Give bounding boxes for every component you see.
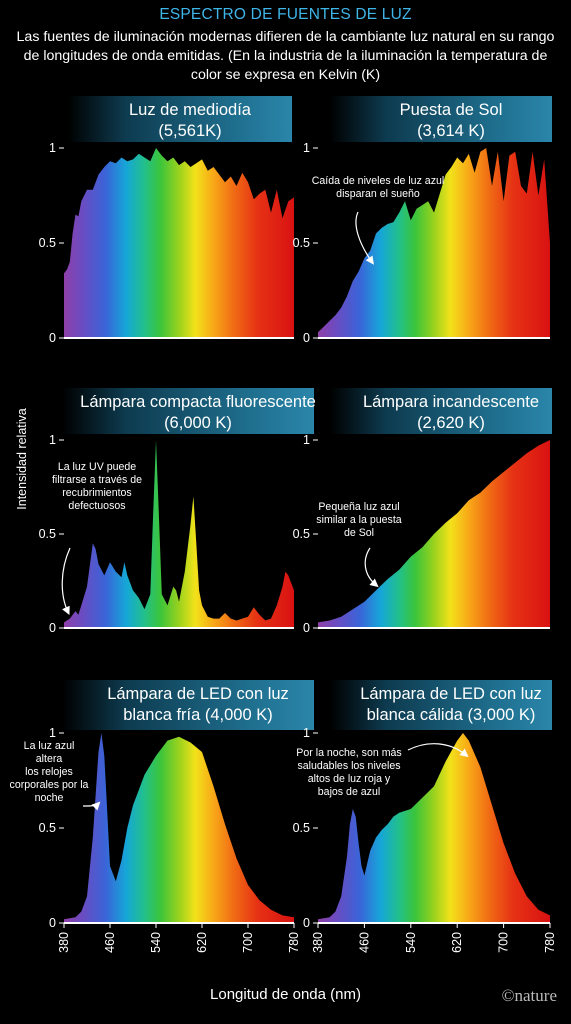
panel-title: Luz de mediodía — [129, 101, 252, 119]
y-tick-label: 0.5 — [39, 236, 56, 250]
x-tick-label: 380 — [57, 932, 71, 953]
y-tick-label: 0.5 — [293, 236, 310, 250]
panel-subtitle: blanca fría (4,000 K) — [123, 706, 273, 724]
y-tick-label: 1 — [49, 726, 56, 740]
y-tick-label: 1 — [49, 141, 56, 155]
panel-1: 0 0.5 1 Luz de mediodía (5,561K) — [39, 96, 294, 345]
annotation-text: los relojes — [25, 766, 73, 778]
panel-subtitle: blanca cálida (3,000 K) — [367, 706, 536, 724]
y-tick-label: 0 — [303, 331, 310, 345]
y-tick-label: 1 — [303, 726, 310, 740]
spectrum-area — [64, 733, 294, 923]
annotation-text: corporales por la — [10, 779, 89, 791]
annotation-text: La luz UV puede — [58, 461, 136, 473]
x-tick-label: 540 — [149, 932, 163, 953]
x-tick-label: 380 — [311, 932, 325, 953]
nature-credit: ©nature — [501, 986, 557, 1005]
panel-title-banner — [68, 96, 292, 142]
y-tick-label: 0 — [49, 916, 56, 930]
spectrum-area — [318, 440, 550, 628]
panel-3: 0 0.5 1 Lámpara compacta fluorescente (6,000… — [39, 388, 316, 635]
annotation-text: saludables los niveles — [297, 760, 400, 772]
x-tick-label: 620 — [195, 932, 209, 953]
y-tick-label: 0 — [49, 621, 56, 635]
annotation-text: disparan el sueño — [336, 188, 420, 200]
annotation-arrow — [355, 211, 374, 265]
annotation-text: noche — [35, 792, 64, 804]
y-tick-label: 1 — [303, 141, 310, 155]
panel-2: 0 0.5 1 Puesta de Sol (3,614 K) Caída de nive… — [293, 96, 552, 345]
annotation-arrow — [364, 547, 379, 588]
y-tick-label: 1 — [49, 433, 56, 447]
annotation-text: de Sol — [344, 527, 374, 539]
annotation-arrow — [407, 743, 469, 758]
annotation-text: altera — [36, 753, 63, 765]
x-axis-label: Longitud de onda (nm) — [210, 986, 361, 1003]
annotation-text: similar a la puesta — [316, 514, 401, 526]
panel-subtitle: (6,000 K) — [164, 414, 232, 432]
annotation-text: Pequeña luz azul — [318, 501, 399, 513]
y-tick-label: 0 — [303, 621, 310, 635]
panel-subtitle: (5,561K) — [158, 122, 221, 140]
spectrum-area — [318, 148, 550, 338]
panel-6: 0 0.5 1 Lámpara de LED con luz blanca cálida… — [293, 680, 557, 953]
spectrum-area — [64, 440, 294, 628]
y-tick-label: 0 — [49, 331, 56, 345]
panel-title-banner — [62, 388, 314, 434]
panel-title-banner — [330, 388, 552, 434]
y-tick-label: 0.5 — [39, 527, 56, 541]
y-tick-label: 0.5 — [293, 527, 310, 541]
x-tick-label: 700 — [241, 932, 255, 953]
x-tick-label: 460 — [357, 932, 371, 953]
x-tick-label: 540 — [404, 932, 418, 953]
panel-title: Lámpara compacta fluorescente — [80, 393, 316, 411]
panel-subtitle: (3,614 K) — [417, 122, 485, 140]
y-tick-label: 1 — [303, 433, 310, 447]
annotation-text: recubrimientos — [62, 487, 131, 499]
x-tick-label: 620 — [450, 932, 464, 953]
annotation-text: altos de luz roja y — [308, 773, 391, 785]
intro-text: Las fuentes de iluminación modernas difi… — [16, 29, 555, 83]
spectrum-area — [318, 733, 550, 923]
y-tick-label: 0.5 — [39, 821, 56, 835]
panel-title: Lámpara incandescente — [363, 393, 539, 411]
panel-5: 0 0.5 1 Lámpara de LED con luz blanca fría (… — [10, 680, 314, 953]
y-tick-label: 0 — [303, 916, 310, 930]
annotation-text: defectuosos — [68, 500, 125, 512]
annotation-text: Por la noche, son más — [296, 747, 401, 759]
panel-4: 0 0.5 1 Lámpara incandescente (2,620 K) Peque… — [293, 388, 552, 635]
panel-title-banner — [330, 96, 552, 142]
spectrum-area — [64, 148, 294, 338]
y-axis-label: Intensidad relativa — [15, 408, 29, 510]
annotation-arrow — [82, 801, 101, 811]
chart-title: ESPECTRO DE FUENTES DE LUZ — [159, 6, 412, 23]
panel-title: Lámpara de LED con luz — [360, 685, 542, 703]
y-tick-label: 0.5 — [293, 821, 310, 835]
panel-title-banner — [62, 680, 314, 730]
annotation-text: bajos de azul — [318, 786, 380, 798]
panel-title: Lámpara de LED con luz — [107, 685, 289, 703]
x-tick-label: 780 — [543, 932, 557, 953]
x-tick-label: 700 — [497, 932, 511, 953]
x-tick-label: 780 — [287, 932, 301, 953]
annotation-text: La luz azul — [24, 740, 75, 752]
panel-title-banner — [330, 680, 552, 730]
panel-subtitle: (2,620 K) — [417, 414, 485, 432]
annotation-text: filtrarse a través de — [52, 474, 142, 486]
annotation-text: Caída de niveles de luz azul — [312, 175, 445, 187]
x-tick-label: 460 — [103, 932, 117, 953]
annotation-arrow — [61, 547, 71, 616]
panel-title: Puesta de Sol — [400, 101, 503, 119]
